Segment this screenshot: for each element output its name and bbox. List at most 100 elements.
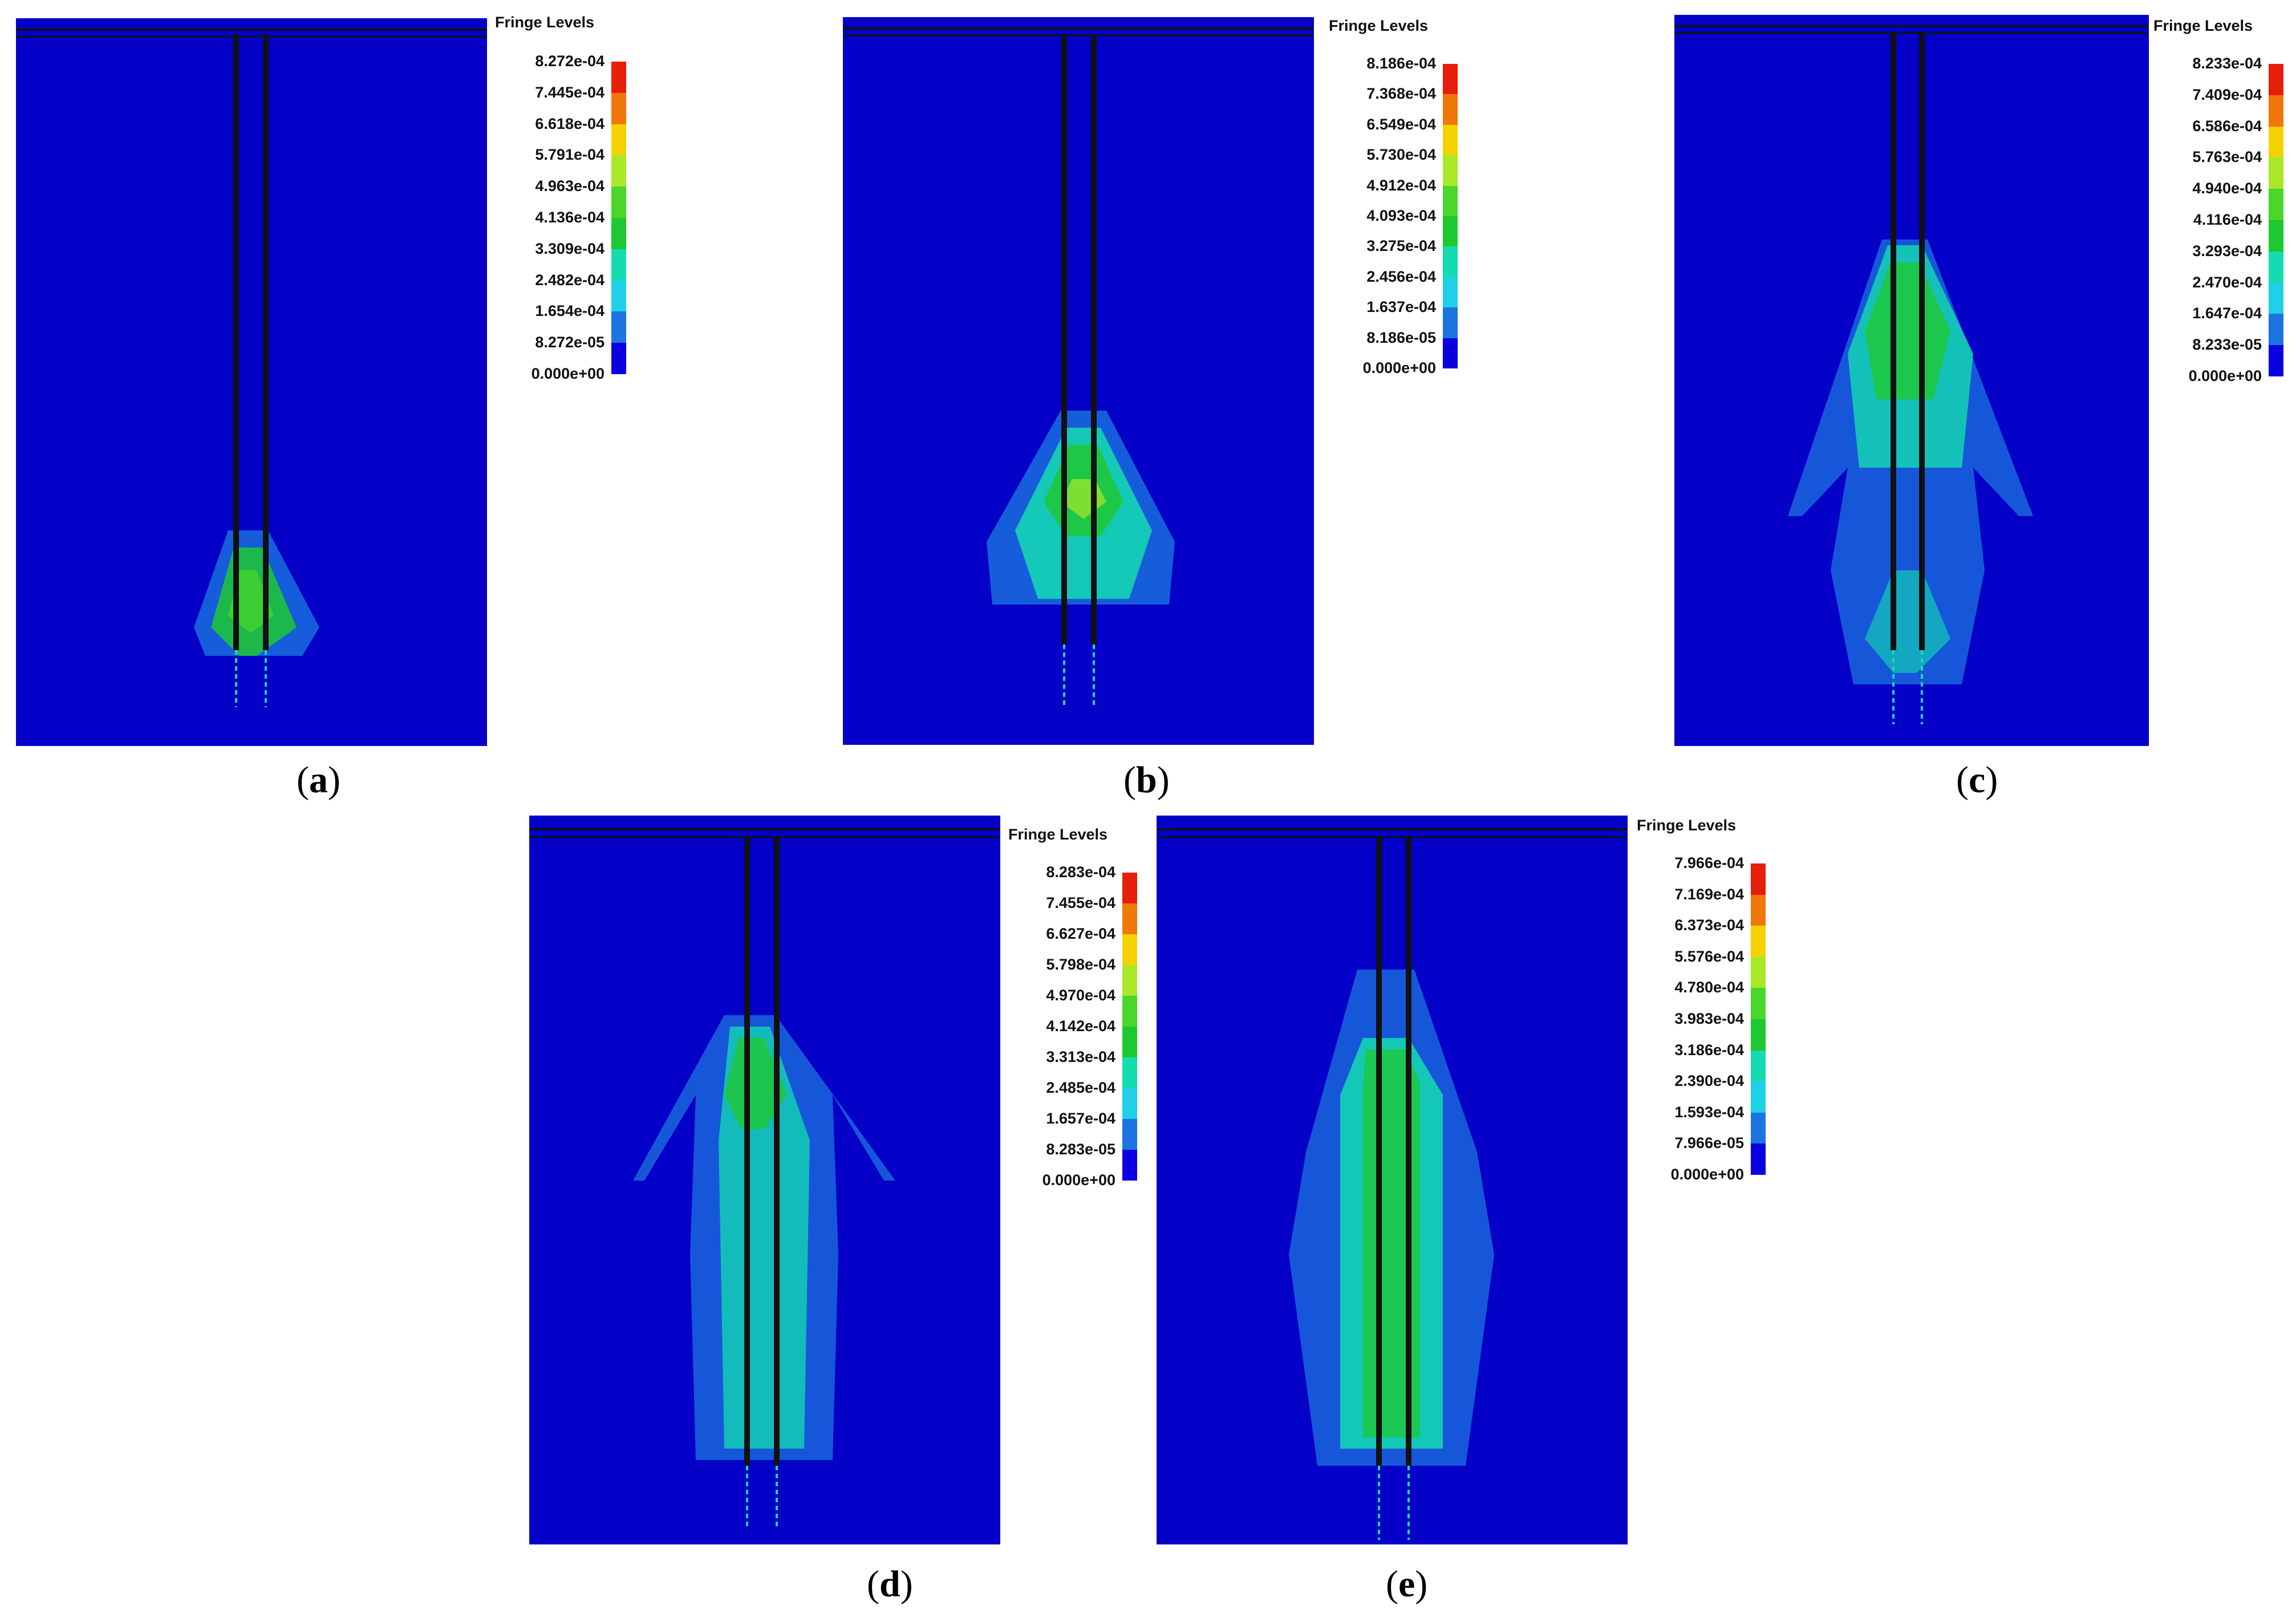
legend-level-label: 7.409e-04 (2192, 86, 2262, 103)
legend-level-label: 5.730e-04 (1366, 146, 1436, 164)
panel-b: Fringe Levels 8.186e-04 7.368e-04 6.549e-0… (833, 0, 1574, 821)
legend-swatch (611, 343, 626, 374)
legend-level-label: 4.093e-04 (1366, 207, 1436, 224)
caption-b: (b) (1123, 759, 1170, 801)
legend-swatch (2269, 314, 2283, 346)
legend-level-label: 6.618e-04 (535, 115, 605, 132)
legend-swatch (1751, 894, 1766, 926)
legend-level-label: 8.283e-04 (1046, 863, 1115, 881)
panel-a: Fringe Levels 8.272e-04 7.445e-04 6.618e-0… (0, 0, 741, 821)
simulation-plot-e (1157, 816, 1628, 1544)
panel-c: Fringe Levels 8.233e-04 7.409e-04 6.586e-0… (1665, 0, 2296, 821)
legend-swatch (2269, 189, 2283, 220)
legend-level-label: 4.142e-04 (1046, 1017, 1115, 1035)
legend-level-label: 3.275e-04 (1366, 237, 1436, 255)
legend-swatch (611, 311, 626, 343)
legend-level-label: 7.455e-04 (1046, 894, 1115, 911)
legend-swatch (1751, 1019, 1766, 1051)
legend-swatch (1443, 155, 1458, 186)
legend-swatch (2269, 95, 2283, 127)
simulation-plot-c (1674, 15, 2149, 746)
legend-swatch (1751, 926, 1766, 957)
legend-level-label: 6.549e-04 (1366, 115, 1436, 133)
legend-swatch (1751, 1050, 1766, 1082)
legend-swatch (1122, 996, 1137, 1027)
legend-level-label: 8.272e-05 (535, 334, 605, 351)
legend-swatch (611, 92, 626, 124)
legend-level-label: 1.637e-04 (1366, 298, 1436, 316)
legend-level-label: 8.186e-05 (1366, 329, 1436, 346)
legend-swatch (1122, 1057, 1137, 1088)
legend-swatch (611, 62, 626, 93)
legend-level-label: 1.647e-04 (2192, 305, 2262, 322)
legend-swatch (1122, 1027, 1137, 1057)
legend-title-d: Fringe Levels (1008, 826, 1108, 843)
legend-swatch (2269, 345, 2283, 376)
legend-level-label: 6.627e-04 (1046, 925, 1115, 942)
legend-level-label: 7.966e-04 (1674, 854, 1744, 871)
legend-level-label: 3.186e-04 (1674, 1041, 1744, 1059)
legend-level-label: 4.940e-04 (2192, 180, 2262, 197)
legend-bar-e (1751, 863, 1766, 1175)
legend-swatch (611, 155, 626, 187)
legend-swatch (1122, 903, 1137, 934)
legend-swatch (1122, 1150, 1137, 1181)
legend-level-label: 4.136e-04 (535, 209, 605, 226)
legend-swatch (611, 186, 626, 218)
caption-a: (a) (297, 759, 340, 801)
legend-swatch (1443, 216, 1458, 247)
legend-level-label: 4.116e-04 (2193, 211, 2262, 228)
legend-swatch (2269, 251, 2283, 283)
legend-swatch (2269, 126, 2283, 158)
legend-level-label: 7.966e-05 (1674, 1134, 1744, 1152)
legend-level-label: 1.593e-04 (1674, 1103, 1744, 1121)
legend-swatch (611, 217, 626, 249)
legend-level-label: 8.272e-04 (535, 52, 605, 70)
legend-level-label: 2.482e-04 (535, 271, 605, 289)
legend-level-label: 4.912e-04 (1366, 176, 1436, 194)
legend-swatch (1751, 1081, 1766, 1113)
caption-c: (c) (1956, 759, 1998, 801)
legend-swatch (611, 124, 626, 156)
legend-swatch (611, 249, 626, 281)
legend-level-label: 4.780e-04 (1674, 979, 1744, 996)
legend-level-label: 0.000e+00 (531, 365, 605, 382)
legend-level-label: 4.970e-04 (1046, 987, 1115, 1004)
legend-level-label: 2.390e-04 (1674, 1072, 1744, 1090)
legend-swatch (1751, 1143, 1766, 1175)
legend-level-label: 2.456e-04 (1366, 267, 1436, 285)
simulation-plot-d (529, 816, 1000, 1544)
legend-title-a: Fringe Levels (495, 14, 595, 31)
legend-level-label: 3.313e-04 (1046, 1048, 1115, 1065)
legend-level-label: 6.373e-04 (1674, 917, 1744, 934)
legend-swatch (1122, 934, 1137, 965)
legend-swatch (1443, 64, 1458, 95)
legend-level-label: 3.983e-04 (1674, 1010, 1744, 1027)
legend-swatch (1443, 246, 1458, 277)
legend-swatch (1751, 863, 1766, 895)
legend-swatch (1122, 965, 1137, 996)
legend-level-label: 5.791e-04 (535, 146, 605, 164)
legend-level-label: 0.000e+00 (1042, 1171, 1115, 1189)
legend-swatch (1443, 338, 1458, 368)
legend-bar-a (611, 62, 626, 374)
legend-swatch (1443, 94, 1458, 125)
legend-level-label: 3.293e-04 (2192, 242, 2262, 259)
legend-swatch (1751, 988, 1766, 1019)
panel-d: Fringe Levels 8.283e-04 7.455e-04 6.627e-0… (513, 798, 1163, 1622)
legend-level-label: 3.309e-04 (535, 240, 605, 257)
legend-level-label: 1.657e-04 (1046, 1110, 1115, 1127)
legend-swatch (1443, 307, 1458, 338)
legend-swatch (611, 280, 626, 312)
caption-e: (e) (1386, 1563, 1428, 1605)
legend-level-label: 2.470e-04 (2192, 273, 2262, 291)
legend-swatch (1122, 1088, 1137, 1119)
caption-d: (d) (867, 1563, 913, 1605)
legend-swatch (1751, 956, 1766, 988)
panel-e: Fringe Levels 7.966e-04 7.169e-04 6.373e-0… (1141, 798, 1825, 1622)
legend-swatch (2269, 220, 2283, 252)
legend-bar-b (1443, 64, 1458, 368)
legend-level-label: 0.000e+00 (2188, 367, 2262, 384)
legend-swatch (1443, 185, 1458, 216)
